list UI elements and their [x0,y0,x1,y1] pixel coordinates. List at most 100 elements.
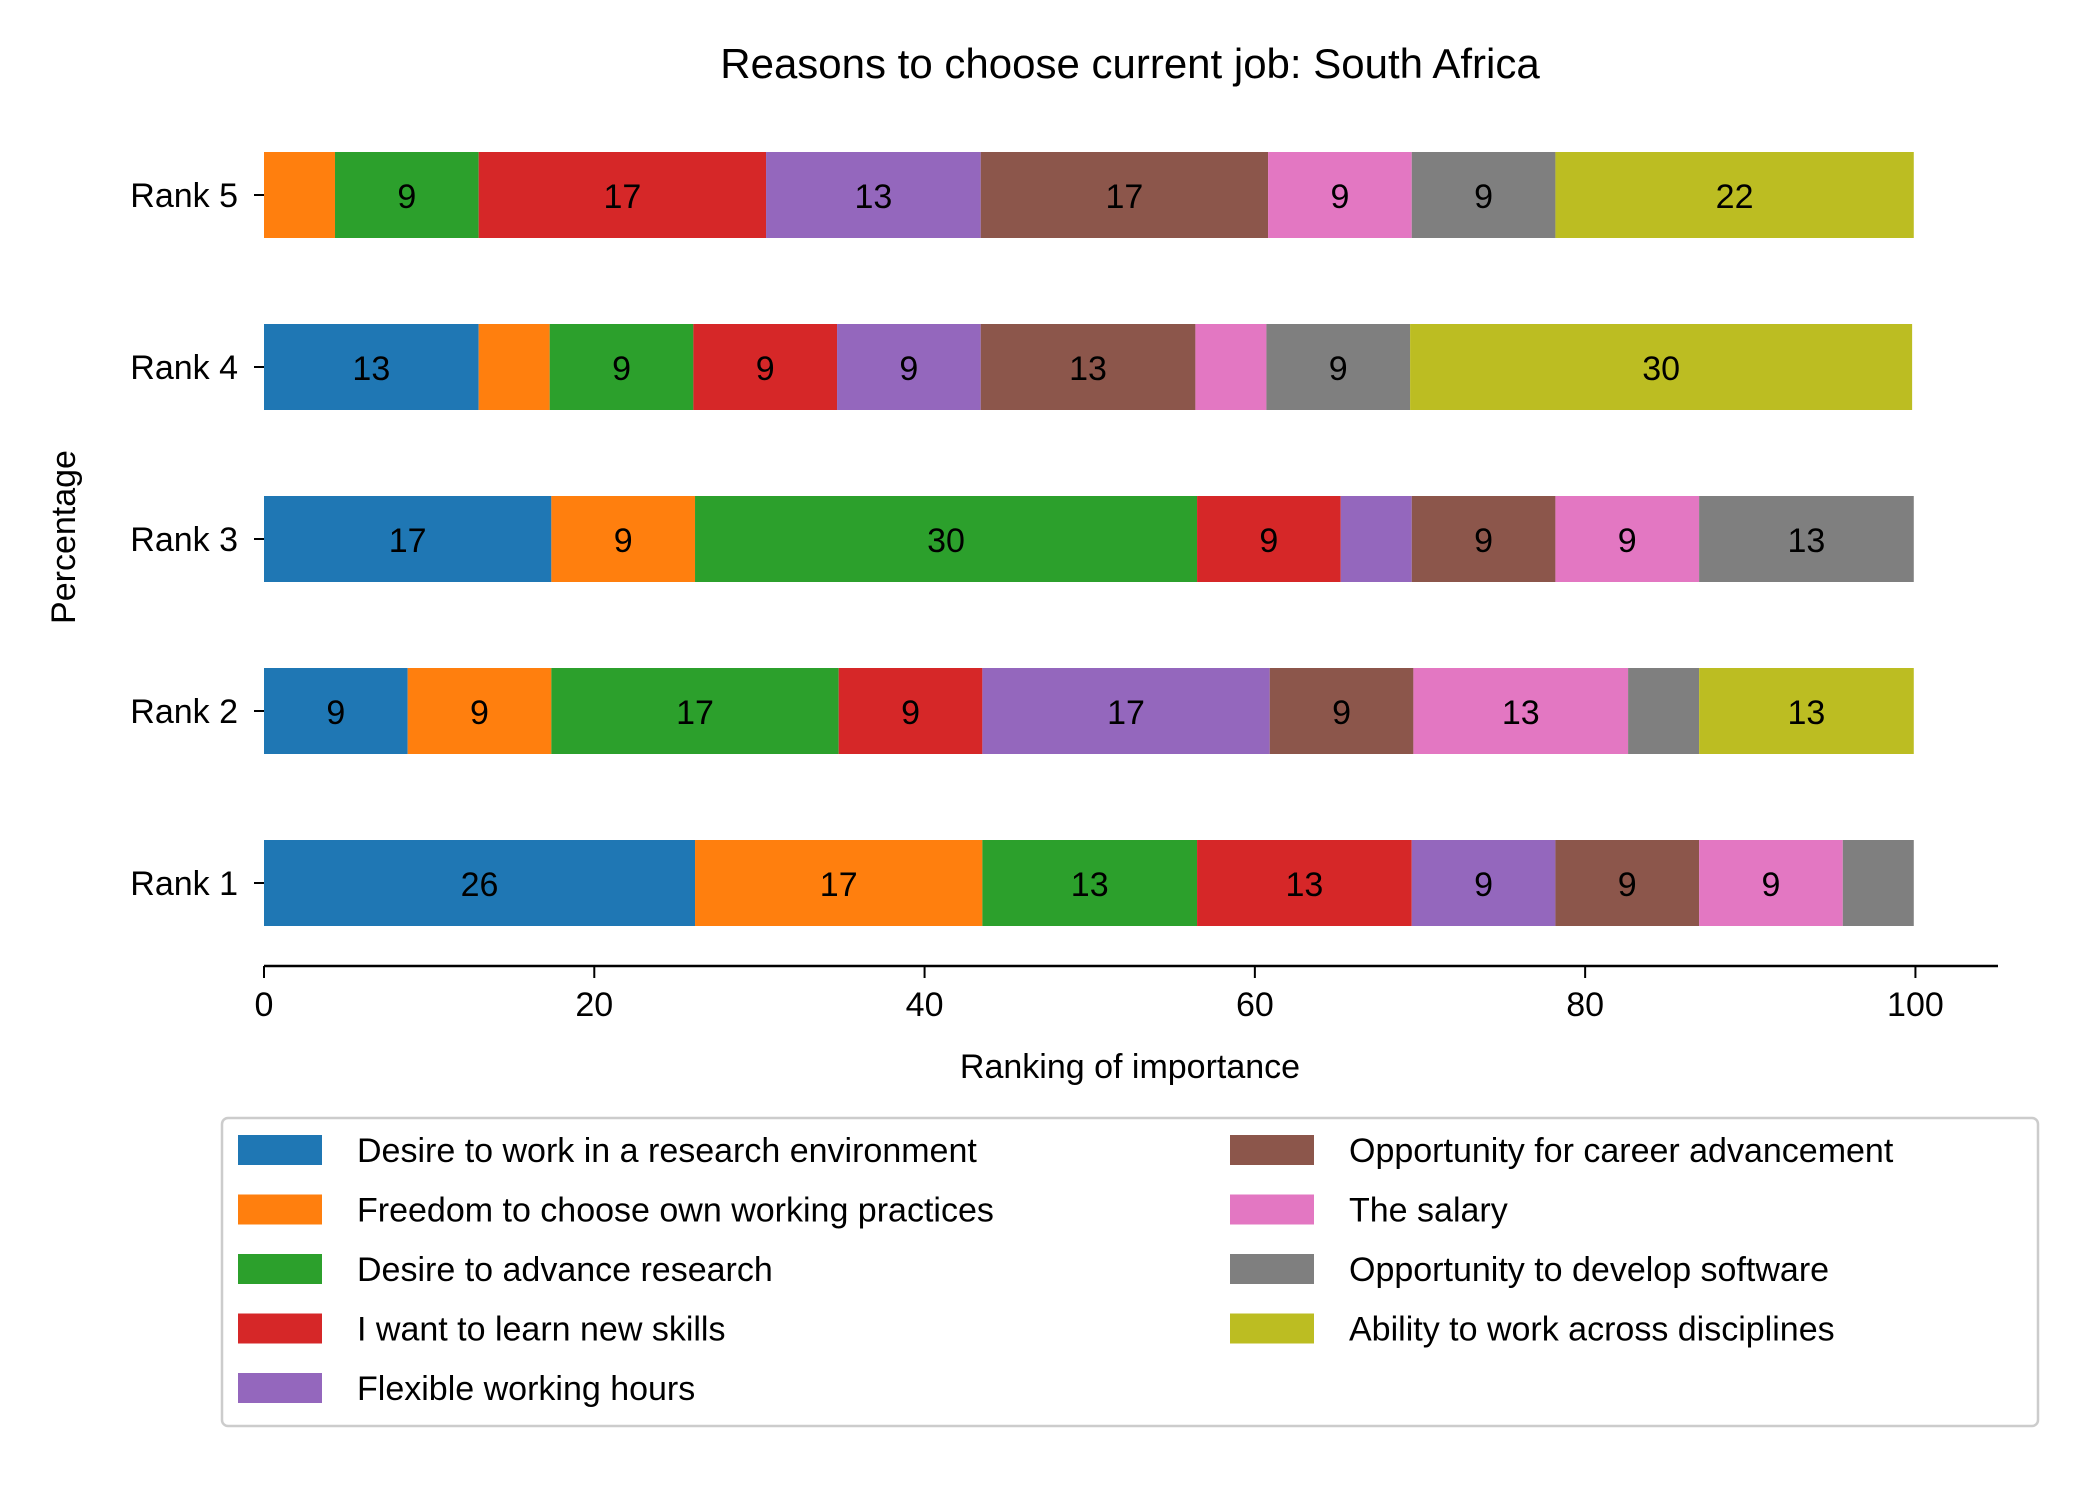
bar-rank-2-series-7 [1413,668,1629,754]
bar-rank-4-series-5 [837,324,981,410]
data-label: 9 [1474,178,1493,216]
legend-label: I want to learn new skills [357,1311,726,1349]
legend-swatch [1230,1254,1314,1284]
x-tick-label: 80 [1566,986,1604,1024]
legend-label: Ability to work across disciplines [1349,1311,1835,1349]
legend-swatch [238,1373,322,1403]
bar-rank-5-series-6 [980,152,1269,238]
x-tick-label: 60 [1236,986,1274,1024]
legend-swatch [238,1254,322,1284]
data-label: 17 [603,178,641,216]
bar-rank-5-series-2 [264,152,336,238]
bar-rank-4-series-8 [1266,324,1411,410]
bar-rank-5-series-8 [1411,152,1556,238]
data-label: 9 [397,178,416,216]
y-axis-label: Percentage [45,450,83,624]
data-label: 13 [1285,866,1323,904]
bar-rank-2-series-1 [264,668,408,754]
bar-rank-1-series-1 [264,840,696,926]
data-label: 17 [676,694,714,732]
data-label: 22 [1716,178,1754,216]
bar-rank-5-series-7 [1268,152,1412,238]
legend-swatch [238,1194,322,1225]
bar-rank-2-series-5 [982,668,1270,754]
bar-rank-1-series-6 [1555,840,1700,926]
data-label: 9 [1618,522,1637,560]
data-label: 17 [820,866,858,904]
bar-rank-4-series-7 [1195,324,1267,410]
x-axis-label: Ranking of importance [960,1048,1300,1086]
legend-frame [220,1116,2040,1428]
chart-title: Reasons to choose current job: South Afr… [720,40,1540,87]
bar-rank-4-series-6 [980,324,1196,410]
data-label: 13 [854,178,892,216]
data-label: 9 [1329,350,1348,388]
data-label: 9 [899,350,918,388]
legend-label: Opportunity to develop software [1349,1251,1829,1289]
y-tick-label: Rank 3 [130,521,238,559]
legend-label: The salary [1349,1192,1508,1230]
legend-swatch [1230,1135,1314,1165]
data-label: 9 [1761,866,1780,904]
legend-label: Desire to work in a research environment [357,1132,977,1170]
bar-rank-4-series-2 [478,324,550,410]
bar-rank-2-series-2 [407,668,552,754]
bar-rank-2-series-6 [1269,668,1414,754]
bar-rank-4-series-1 [264,324,479,410]
bar-rank-3-series-6 [1411,496,1556,582]
bar-rank-4-series-3 [549,324,694,410]
bar-rank-2-series-4 [838,668,983,754]
bar-rank-4-series-9 [1410,324,1913,410]
y-tick-label: Rank 2 [130,693,238,731]
x-tick-label: 0 [255,986,274,1024]
data-label: 17 [1107,694,1145,732]
bar-rank-3-series-1 [264,496,552,582]
bar-rank-3-series-7 [1555,496,1700,582]
bar-rank-1-series-8 [1842,840,1914,926]
data-label: 13 [1788,522,1826,560]
bar-rank-5-series-4 [478,152,767,238]
data-label: 13 [1502,694,1540,732]
bar-rank-1-series-4 [1197,840,1412,926]
y-tick-label: Rank 1 [130,865,238,903]
bar-rank-5-series-3 [335,152,479,238]
legend-label: Flexible working hours [357,1370,695,1408]
data-label: 30 [927,522,965,560]
x-tick-label: 100 [1887,986,1944,1024]
data-label: 13 [352,350,390,388]
bar-rank-2-series-8 [1628,668,1700,754]
x-tick-label: 20 [575,986,613,1024]
legend-swatch [238,1135,322,1165]
data-label: 30 [1642,350,1680,388]
data-label: 9 [612,350,631,388]
bar-rank-4-series-4 [693,324,838,410]
data-label: 9 [901,694,920,732]
legend: Desire to work in a research environment… [220,1116,2040,1428]
data-label: 9 [1259,522,1278,560]
data-label: 9 [1474,866,1493,904]
bar-rank-3-series-5 [1340,496,1412,582]
legend-swatch [1230,1313,1314,1344]
axes-group: Rank 1 Rank 2 Rank 3 Rank 4 Rank 5 0 20 40 60 80 1… [130,177,1998,1024]
bar-rank-3-series-2 [551,496,696,582]
data-label: 9 [1618,866,1637,904]
bar-rank-3-series-4 [1197,496,1341,582]
data-label: 17 [1105,178,1143,216]
bar-rank-1-series-3 [982,840,1198,926]
y-tick-label: Rank 4 [130,349,238,387]
data-label: 13 [1788,694,1826,732]
data-label: 9 [1474,522,1493,560]
bar-rank-5-series-9 [1555,152,1914,238]
bar-rank-1-series-7 [1699,840,1843,926]
y-tick-label: Rank 5 [130,177,238,215]
bar-rank-2-series-9 [1699,668,1914,754]
legend-label: Opportunity for career advancement [1349,1132,1894,1170]
bar-rank-3-series-8 [1699,496,1914,582]
legend-swatch [1230,1194,1314,1225]
bar-rank-2-series-3 [551,668,839,754]
data-label: 9 [326,694,345,732]
data-label: 9 [1332,694,1351,732]
bar-rank-5-series-5 [766,152,981,238]
